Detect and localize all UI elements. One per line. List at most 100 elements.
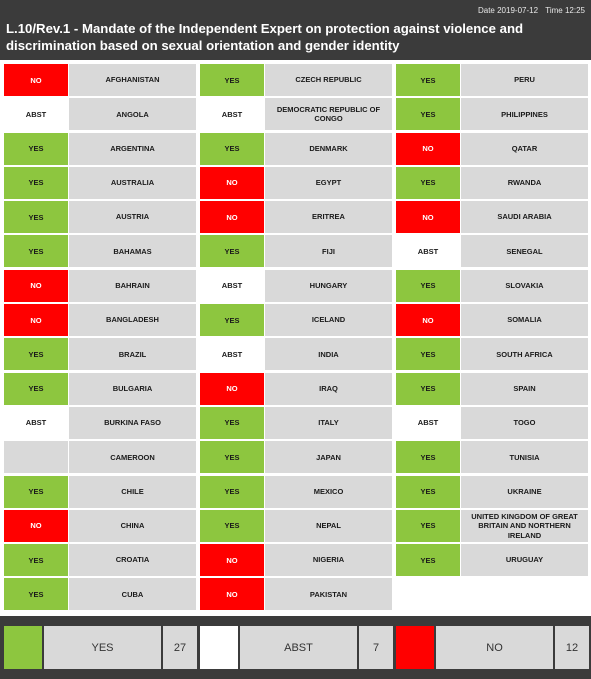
vote-row: YES UKRAINE	[396, 475, 588, 508]
country-name: DENMARK	[265, 132, 392, 165]
vote-cell: YES	[4, 166, 68, 199]
vote-cell: ABST	[200, 269, 264, 302]
vote-cell: YES	[396, 475, 460, 508]
vote-cell: YES	[396, 269, 460, 302]
country-name: SAUDI ARABIA	[461, 201, 588, 234]
vote-column-3: YES PERU YES PHILIPPINES NO QATAR YES RWANDA NO S…	[396, 64, 588, 578]
vote-cell: YES	[200, 235, 264, 268]
vote-row: YES URUGUAY	[396, 544, 588, 577]
vote-cell: NO	[4, 304, 68, 337]
vote-row: NO QATAR	[396, 132, 588, 165]
country-name: QATAR	[461, 132, 588, 165]
country-name: UKRAINE	[461, 475, 588, 508]
tally-yes: YES 27	[4, 626, 197, 669]
vote-row: YES SLOVAKIA	[396, 269, 588, 302]
country-name: RWANDA	[461, 166, 588, 199]
vote-cell: YES	[396, 544, 460, 577]
vote-row: YES CUBA	[4, 578, 196, 611]
vote-row: NO BAHRAIN	[4, 269, 196, 302]
vote-row: YES ITALY	[200, 406, 392, 439]
vote-cell: YES	[200, 475, 264, 508]
vote-row: YES CZECH REPUBLIC	[200, 64, 392, 96]
vote-row: YES ICELAND	[200, 304, 392, 337]
vote-cell: ABST	[4, 98, 68, 131]
vote-row: YES BULGARIA	[4, 372, 196, 405]
country-name: CHILE	[69, 475, 196, 508]
vote-cell: YES	[4, 132, 68, 165]
vote-row: ABST ANGOLA	[4, 98, 196, 131]
country-name: CAMEROON	[69, 441, 196, 474]
country-name: INDIA	[265, 338, 392, 371]
country-name: BAHAMAS	[69, 235, 196, 268]
vote-row: YES NEPAL	[200, 509, 392, 542]
vote-row: ABST INDIA	[200, 338, 392, 371]
vote-cell: NO	[200, 578, 264, 611]
yes-count: 27	[163, 626, 197, 669]
vote-cell: YES	[4, 475, 68, 508]
vote-row: YES AUSTRALIA	[4, 166, 196, 199]
vote-row: NO IRAQ	[200, 372, 392, 405]
vote-cell: YES	[396, 441, 460, 474]
country-name: PHILIPPINES	[461, 98, 588, 131]
vote-cell: ABST	[396, 235, 460, 268]
country-name: BULGARIA	[69, 372, 196, 405]
vote-cell: YES	[4, 372, 68, 405]
vote-row: YES AUSTRIA	[4, 201, 196, 234]
vote-row: YES PERU	[396, 64, 588, 96]
no-swatch	[396, 626, 434, 669]
country-name: DEMOCRATIC REPUBLIC OF CONGO	[265, 98, 392, 131]
country-name: JAPAN	[265, 441, 392, 474]
vote-row: YES BAHAMAS	[4, 235, 196, 268]
vote-row: NO SAUDI ARABIA	[396, 201, 588, 234]
vote-cell: YES	[4, 338, 68, 371]
vote-cell: YES	[396, 509, 460, 542]
vote-cell: NO	[200, 166, 264, 199]
vote-row: ABST HUNGARY	[200, 269, 392, 302]
no-label: NO	[436, 626, 553, 669]
country-name: ERITREA	[265, 201, 392, 234]
vote-cell: ABST	[396, 406, 460, 439]
country-name: MEXICO	[265, 475, 392, 508]
vote-row: NO SOMALIA	[396, 304, 588, 337]
vote-cell: NO	[4, 269, 68, 302]
country-name: SOMALIA	[461, 304, 588, 337]
date-time: Date 2019-07-12 Time 12:25	[473, 6, 585, 15]
country-name: URUGUAY	[461, 544, 588, 577]
country-name: CZECH REPUBLIC	[265, 64, 392, 96]
vote-row: YES FIJI	[200, 235, 392, 268]
country-name: IRAQ	[265, 372, 392, 405]
header-bar: Date 2019-07-12 Time 12:25 L.10/Rev.1 - …	[0, 0, 591, 60]
country-name: ITALY	[265, 406, 392, 439]
vote-row: NO CHINA	[4, 509, 196, 542]
vote-cell: YES	[4, 578, 68, 611]
vote-row: NO EGYPT	[200, 166, 392, 199]
vote-cell: YES	[200, 132, 264, 165]
country-name: TUNISIA	[461, 441, 588, 474]
country-name: SLOVAKIA	[461, 269, 588, 302]
country-name: CHINA	[69, 509, 196, 542]
country-name: BAHRAIN	[69, 269, 196, 302]
vote-cell: NO	[396, 132, 460, 165]
country-name: CROATIA	[69, 544, 196, 577]
yes-swatch	[4, 626, 42, 669]
vote-cell: NO	[200, 544, 264, 577]
vote-row: YES SPAIN	[396, 372, 588, 405]
vote-row: ABST SENEGAL	[396, 235, 588, 268]
country-name: FIJI	[265, 235, 392, 268]
country-name: NIGERIA	[265, 544, 392, 577]
country-name: TOGO	[461, 406, 588, 439]
resolution-title: L.10/Rev.1 - Mandate of the Independent …	[6, 21, 524, 53]
vote-cell: NO	[396, 304, 460, 337]
vote-row: YES SOUTH AFRICA	[396, 338, 588, 371]
vote-row: ABST BURKINA FASO	[4, 406, 196, 439]
vote-row: YES DENMARK	[200, 132, 392, 165]
country-name: BURKINA FASO	[69, 406, 196, 439]
vote-column-2: YES CZECH REPUBLIC ABST DEMOCRATIC REPUBLIC…	[200, 64, 392, 613]
vote-row: ABST DEMOCRATIC REPUBLIC OF CONGO	[200, 98, 392, 131]
country-name: SENEGAL	[461, 235, 588, 268]
abst-count: 7	[359, 626, 393, 669]
vote-row: CAMEROON	[4, 441, 196, 474]
vote-row: NO ERITREA	[200, 201, 392, 234]
vote-cell: NO	[4, 64, 68, 96]
vote-row: NO AFGHANISTAN	[4, 64, 196, 96]
